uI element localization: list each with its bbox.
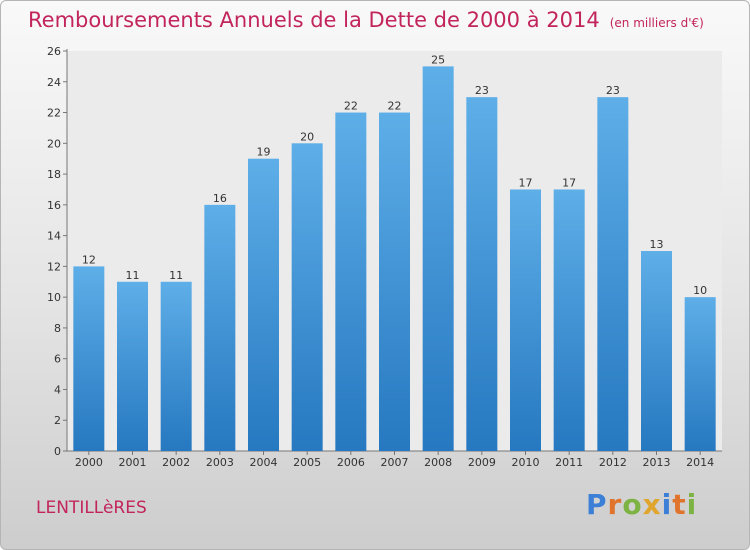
bar bbox=[553, 189, 585, 451]
chart-title: Remboursements Annuels de la Dette de 20… bbox=[28, 8, 704, 32]
title-main: Remboursements Annuels de la Dette de 20… bbox=[28, 8, 600, 32]
bar bbox=[510, 189, 541, 451]
bar bbox=[422, 66, 454, 451]
logo-letter: i bbox=[661, 488, 673, 521]
x-tick-label: 2010 bbox=[512, 456, 540, 469]
bar bbox=[684, 297, 716, 451]
y-tick-label: 18 bbox=[47, 168, 61, 181]
y-tick-label: 6 bbox=[54, 353, 61, 366]
x-tick-label: 2000 bbox=[75, 456, 103, 469]
y-tick-label: 0 bbox=[54, 445, 61, 458]
y-tick-label: 24 bbox=[47, 76, 61, 89]
y-tick-label: 8 bbox=[54, 322, 61, 335]
x-tick-label: 2014 bbox=[686, 456, 714, 469]
bar bbox=[466, 97, 498, 452]
bar-value-label: 13 bbox=[650, 238, 664, 251]
bar bbox=[379, 112, 410, 452]
bar-value-label: 17 bbox=[562, 176, 576, 189]
x-tick-label: 2005 bbox=[293, 456, 321, 469]
x-tick-label: 2012 bbox=[599, 456, 627, 469]
bar-value-label: 23 bbox=[475, 84, 489, 97]
logo-letter: P bbox=[586, 488, 608, 521]
bar-value-label: 11 bbox=[169, 269, 183, 282]
bar-value-label: 12 bbox=[82, 253, 96, 266]
y-tick-label: 26 bbox=[47, 45, 61, 58]
y-tick-label: 4 bbox=[54, 383, 61, 396]
bar-value-label: 11 bbox=[126, 269, 140, 282]
x-tick-label: 2013 bbox=[643, 456, 671, 469]
bar-value-label: 22 bbox=[388, 100, 402, 113]
logo-letter: r bbox=[607, 488, 623, 521]
y-tick-label: 22 bbox=[47, 107, 61, 120]
x-tick-label: 2006 bbox=[337, 456, 365, 469]
x-tick-label: 2004 bbox=[250, 456, 278, 469]
x-tick-label: 2009 bbox=[468, 456, 496, 469]
y-tick-label: 16 bbox=[47, 199, 61, 212]
bar bbox=[335, 112, 367, 452]
x-tick-label: 2007 bbox=[381, 456, 409, 469]
bar bbox=[73, 266, 105, 451]
x-tick-label: 2008 bbox=[424, 456, 452, 469]
y-tick-label: 2 bbox=[54, 414, 61, 427]
y-tick-label: 10 bbox=[47, 291, 61, 304]
x-tick-label: 2001 bbox=[119, 456, 147, 469]
bar-value-label: 17 bbox=[519, 176, 533, 189]
y-tick-label: 20 bbox=[47, 137, 61, 150]
bar bbox=[597, 97, 629, 452]
bar bbox=[204, 204, 236, 451]
logo-letter: x bbox=[642, 488, 662, 521]
bar-value-label: 10 bbox=[693, 284, 707, 297]
bar-value-label: 20 bbox=[300, 130, 314, 143]
bar-value-label: 23 bbox=[606, 84, 620, 97]
proxiti-logo: Proxiti bbox=[586, 488, 697, 521]
bar bbox=[117, 281, 148, 451]
place-name: LENTILLèRES bbox=[36, 498, 147, 518]
bar bbox=[291, 143, 323, 452]
bar-value-label: 25 bbox=[431, 53, 445, 66]
y-tick-label: 14 bbox=[47, 230, 61, 243]
x-tick-label: 2002 bbox=[162, 456, 190, 469]
title-unit: (en milliers d'€) bbox=[609, 16, 704, 30]
bar bbox=[160, 281, 192, 451]
bar-value-label: 16 bbox=[213, 192, 227, 205]
x-tick-label: 2011 bbox=[555, 456, 583, 469]
x-tick-label: 2003 bbox=[206, 456, 234, 469]
logo-letter: i bbox=[686, 488, 698, 521]
bar-value-label: 19 bbox=[257, 146, 271, 159]
bar-value-label: 22 bbox=[344, 100, 358, 113]
y-tick-label: 12 bbox=[47, 260, 61, 273]
bar bbox=[641, 251, 672, 451]
logo-letter: o bbox=[622, 488, 643, 521]
bar bbox=[248, 158, 279, 451]
logo-letter: t bbox=[672, 488, 687, 521]
